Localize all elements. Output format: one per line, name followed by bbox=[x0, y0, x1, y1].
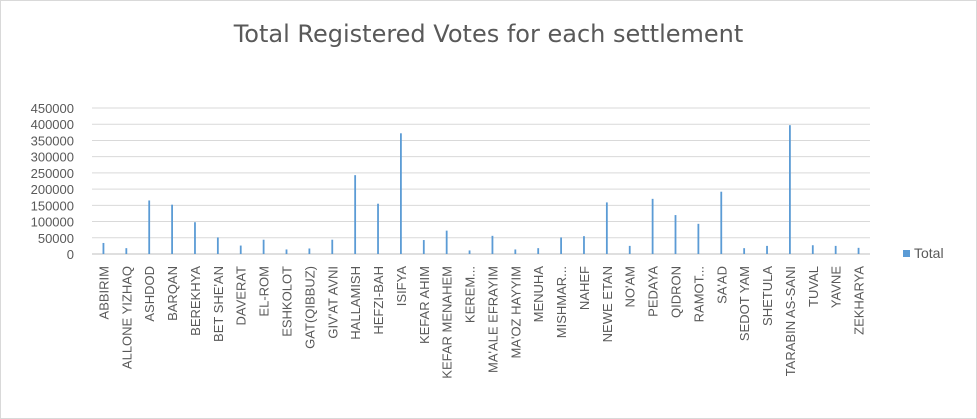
y-tick-label: 400000 bbox=[31, 117, 74, 132]
x-tick-label: ZEKHARYA bbox=[852, 266, 867, 335]
x-tick-label: KEREM... bbox=[463, 266, 478, 323]
bar bbox=[239, 245, 242, 254]
x-tick-label: RAMOT... bbox=[691, 266, 706, 322]
chart-title: Total Registered Votes for each settleme… bbox=[233, 20, 744, 48]
x-tick-label: EL-ROM bbox=[257, 266, 272, 317]
x-tick-label: SEDOT YAM bbox=[737, 266, 752, 341]
x-tick-label: ALLONE YIZHAQ bbox=[119, 266, 134, 369]
x-tick-label: KEFAR AHIM bbox=[417, 266, 432, 344]
bar bbox=[583, 236, 585, 254]
x-tick-label: YAVNE bbox=[829, 266, 844, 308]
x-tick-label: ABBIRIM bbox=[96, 266, 111, 319]
x-tick-label: TARABIN AS-SANI bbox=[783, 266, 798, 376]
y-tick-label: 150000 bbox=[31, 198, 74, 213]
y-tick-label: 50000 bbox=[38, 231, 74, 246]
bar bbox=[537, 248, 540, 254]
bar bbox=[651, 198, 654, 254]
legend: Total bbox=[903, 245, 944, 261]
bars bbox=[102, 125, 860, 254]
y-tick-label: 100000 bbox=[31, 215, 74, 230]
x-tick-label: NO'AM bbox=[623, 266, 638, 307]
bar bbox=[400, 133, 402, 254]
x-tick-label: SA'AD bbox=[714, 266, 729, 304]
bar bbox=[285, 249, 288, 254]
y-tick-label: 250000 bbox=[31, 166, 74, 181]
bar bbox=[262, 239, 265, 254]
bar bbox=[697, 223, 700, 254]
legend-swatch bbox=[903, 249, 910, 257]
x-tick-label: ISIFYA bbox=[394, 266, 409, 307]
bar bbox=[811, 245, 814, 254]
bar bbox=[560, 237, 562, 254]
bar bbox=[720, 191, 723, 254]
bar bbox=[605, 202, 608, 254]
x-axis-ticks: ABBIRIM ALLONE YIZHAQ ASHDOD BARQAN BEREKHYA… bbox=[96, 266, 866, 379]
x-tick-label: NAHEF bbox=[577, 266, 592, 310]
bar bbox=[468, 250, 471, 254]
bar bbox=[148, 200, 151, 254]
bar bbox=[766, 245, 768, 254]
bar bbox=[445, 230, 448, 254]
x-tick-label: TUVAL bbox=[806, 266, 821, 307]
x-tick-label: GAT(QIBBUZ) bbox=[302, 266, 317, 349]
bar bbox=[491, 235, 494, 254]
x-tick-label: ASHDOD bbox=[142, 266, 157, 322]
x-tick-label: GIV'AT AVNI bbox=[325, 266, 340, 339]
legend-label: Total bbox=[914, 245, 944, 261]
x-tick-label: MA'ALE EFRAYIM bbox=[485, 266, 500, 373]
bar bbox=[308, 248, 311, 254]
bar bbox=[628, 245, 631, 254]
y-tick-label: 350000 bbox=[31, 133, 74, 148]
x-tick-label: SHETULA bbox=[760, 266, 775, 326]
x-tick-label: NEWE ETAN bbox=[600, 266, 615, 342]
bar bbox=[857, 247, 860, 254]
y-tick-label: 0 bbox=[67, 247, 74, 262]
x-tick-label: HEFZI-BAH bbox=[371, 266, 386, 335]
x-tick-label: PEDAYA bbox=[646, 266, 661, 317]
x-tick-label: HALLAMISH bbox=[348, 266, 363, 340]
x-tick-label: DAVERAT bbox=[234, 266, 249, 326]
bar bbox=[789, 125, 791, 254]
x-tick-label: BET SHE'AN bbox=[211, 266, 226, 342]
bar bbox=[422, 240, 425, 254]
bar bbox=[125, 248, 128, 254]
x-tick-label: MENUHA bbox=[531, 266, 546, 323]
y-tick-label: 450000 bbox=[31, 101, 74, 116]
bar bbox=[834, 245, 837, 254]
x-tick-label: MISHMAR... bbox=[554, 266, 569, 338]
x-tick-label: ESHKOLOT bbox=[280, 266, 295, 337]
bar bbox=[674, 215, 677, 254]
bar bbox=[102, 242, 105, 254]
bar bbox=[216, 237, 219, 254]
gridlines bbox=[92, 107, 870, 255]
y-tick-label: 200000 bbox=[31, 182, 74, 197]
bar bbox=[331, 239, 334, 254]
y-tick-label: 300000 bbox=[31, 150, 74, 165]
x-tick-label: BEREKHYA bbox=[188, 266, 203, 336]
x-tick-label: KEFAR MENAHEM bbox=[440, 266, 455, 379]
x-tick-label: QIDRON bbox=[669, 266, 684, 318]
x-tick-label: BARQAN bbox=[165, 266, 180, 321]
bar bbox=[514, 249, 517, 254]
x-tick-label: MA'OZ HAYYIM bbox=[508, 266, 523, 359]
bar bbox=[194, 222, 196, 254]
bar bbox=[377, 203, 379, 254]
bar bbox=[171, 204, 173, 254]
bar bbox=[743, 248, 746, 254]
bar bbox=[354, 175, 357, 254]
